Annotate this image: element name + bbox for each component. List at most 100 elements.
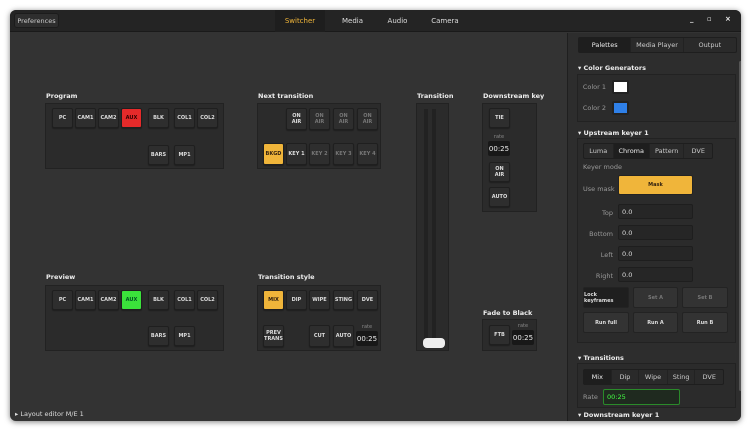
on-air-key2[interactable]: ON AIR (309, 108, 330, 130)
keyer-mode-label: Keyer mode (583, 163, 622, 171)
preview-bus: PC CAM1 CAM2 AUX BLK COL1 COL2 BARS MP1 (45, 285, 224, 351)
auto-button[interactable]: AUTO (333, 325, 354, 347)
preview-col2[interactable]: COL2 (197, 290, 218, 310)
dsk-on-air-button[interactable]: ON AIR (489, 162, 510, 182)
layout-editor-expander[interactable]: ▸ Layout editor M/E 1 (15, 410, 84, 418)
fade-to-black-label: Fade to Black (483, 309, 533, 317)
trans-tab-wipe[interactable]: Wipe (639, 370, 668, 384)
style-mix[interactable]: MIX (263, 290, 284, 310)
right-input[interactable]: 0.0 (618, 267, 693, 282)
set-a-button[interactable]: Set A (633, 287, 678, 308)
trans-tab-dve[interactable]: DVE (702, 373, 716, 381)
run-b-button[interactable]: Run B (682, 312, 728, 333)
keyer-type-tabs: Luma Chroma Pattern DVE (583, 143, 713, 159)
bottom-input[interactable]: 0.0 (618, 225, 693, 240)
dsk-tie-button[interactable]: TIE (489, 108, 510, 128)
on-air-key4[interactable]: ON AIR (357, 108, 378, 130)
trans-tab-sting[interactable]: Sting (668, 370, 696, 384)
dsk-auto-button[interactable]: AUTO (489, 187, 510, 207)
on-air-key3[interactable]: ON AIR (333, 108, 354, 130)
downstream-keyer-header[interactable]: ▾ Downstream keyer 1 (578, 411, 660, 419)
dsk-rate[interactable]: 00:25 (488, 141, 510, 156)
keyer-tab-luma[interactable]: Luma (584, 144, 614, 158)
program-mp1[interactable]: MP1 (174, 145, 195, 165)
tab-camera[interactable]: Camera (431, 17, 459, 25)
prev-trans-button[interactable]: PREV TRANS (263, 325, 284, 347)
slider-handle[interactable] (423, 338, 445, 348)
program-blk[interactable]: BLK (148, 108, 169, 128)
layer-bkgd[interactable]: BKGD (263, 143, 284, 165)
transition-rate-input[interactable]: 00:25 (603, 389, 680, 405)
color1-swatch[interactable] (612, 80, 629, 94)
lock-keyframes-button[interactable]: Lock keyframes (583, 287, 629, 308)
program-col1[interactable]: COL1 (174, 108, 195, 128)
next-transition-panel: ON AIR ON AIR ON AIR ON AIR BKGD KEY 1 K… (257, 103, 381, 169)
maximize-button[interactable]: ▫ (707, 15, 712, 23)
keyer-tab-dve[interactable]: DVE (691, 147, 705, 155)
preview-blk[interactable]: BLK (148, 290, 169, 310)
program-label: Program (46, 92, 78, 100)
dsk-rate-label: rate (493, 134, 505, 140)
upstream-keyer-header[interactable]: ▾ Upstream keyer 1 (578, 129, 649, 137)
transition-style-label: Transition style (258, 273, 315, 281)
transition-slider[interactable] (416, 103, 449, 351)
sidebar-scrollbar[interactable] (739, 61, 741, 391)
program-pc[interactable]: PC (52, 108, 73, 128)
program-bus: PC CAM1 CAM2 AUX BLK COL1 COL2 BARS MP1 (45, 103, 224, 169)
preview-pc[interactable]: PC (52, 290, 73, 310)
tab-switcher[interactable]: Switcher (275, 10, 325, 32)
preview-cam1[interactable]: CAM1 (75, 290, 96, 310)
style-wipe[interactable]: WIPE (309, 290, 330, 310)
keyer-tab-pattern[interactable]: Pattern (650, 144, 685, 158)
ftb-button[interactable]: FTB (489, 325, 510, 345)
transition-rate[interactable]: 00:25 (356, 331, 378, 346)
run-full-button[interactable]: Run full (583, 312, 629, 333)
trans-tab-mix[interactable]: Mix (584, 370, 612, 384)
sidebar-tab-output[interactable]: Output (698, 41, 722, 49)
tab-audio[interactable]: Audio (387, 17, 408, 25)
preview-col1[interactable]: COL1 (174, 290, 195, 310)
close-button[interactable]: × (725, 15, 731, 23)
tab-media[interactable]: Media (341, 17, 364, 25)
trans-tab-dip[interactable]: Dip (612, 370, 640, 384)
style-dip[interactable]: DIP (286, 290, 307, 310)
preview-bars[interactable]: BARS (148, 326, 169, 346)
preview-aux[interactable]: AUX (121, 290, 142, 310)
layer-key2[interactable]: KEY 2 (309, 143, 330, 165)
preferences-button[interactable]: Preferences (14, 13, 59, 28)
set-b-button[interactable]: Set B (682, 287, 728, 308)
transition-style-panel: MIX DIP WIPE STING DVE PREV TRANS CUT AU… (257, 285, 381, 351)
layer-key4[interactable]: KEY 4 (357, 143, 378, 165)
minimize-button[interactable]: _ (690, 15, 694, 23)
top-input[interactable]: 0.0 (618, 204, 693, 219)
layer-key1[interactable]: KEY 1 (286, 143, 307, 165)
color-generators-header[interactable]: ▾ Color Generators (578, 64, 646, 72)
downstream-key-panel: TIE rate 00:25 ON AIR AUTO (482, 103, 537, 212)
layer-key3[interactable]: KEY 3 (333, 143, 354, 165)
color-generators-panel: Color 1 Color 2 (577, 74, 736, 122)
preview-cam2[interactable]: CAM2 (98, 290, 119, 310)
sidebar-tab-media-player[interactable]: Media Player (631, 38, 684, 52)
program-bars[interactable]: BARS (148, 145, 169, 165)
left-input[interactable]: 0.0 (618, 246, 693, 261)
sidebar-tab-palettes[interactable]: Palettes (579, 38, 632, 52)
program-col2[interactable]: COL2 (197, 108, 218, 128)
downstream-key-label: Downstream key (483, 92, 545, 100)
style-sting[interactable]: STING (333, 290, 354, 310)
cut-button[interactable]: CUT (309, 325, 330, 347)
program-cam2[interactable]: CAM2 (98, 108, 119, 128)
preview-mp1[interactable]: MP1 (174, 326, 195, 346)
program-cam1[interactable]: CAM1 (75, 108, 96, 128)
use-mask-label: Use mask (583, 185, 615, 193)
preview-label: Preview (46, 273, 76, 281)
transitions-header[interactable]: ▾ Transitions (578, 354, 624, 362)
program-aux[interactable]: AUX (121, 108, 142, 128)
keyer-tab-chroma[interactable]: Chroma (613, 144, 650, 158)
run-a-button[interactable]: Run A (633, 312, 678, 333)
style-dve[interactable]: DVE (357, 290, 378, 310)
ftb-rate[interactable]: 00:25 (512, 330, 534, 345)
left-label: Left (600, 251, 613, 259)
color2-swatch[interactable] (612, 101, 629, 115)
mask-toggle[interactable]: Mask (618, 175, 693, 195)
on-air-key1[interactable]: ON AIR (286, 108, 307, 130)
